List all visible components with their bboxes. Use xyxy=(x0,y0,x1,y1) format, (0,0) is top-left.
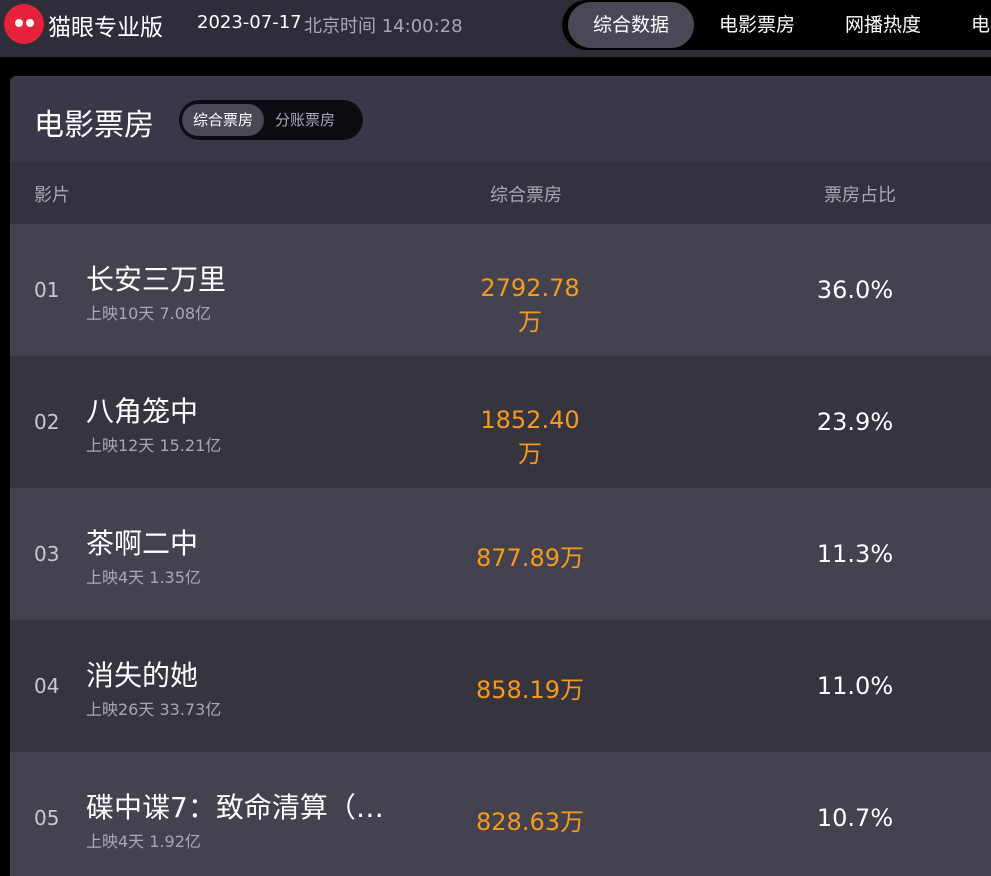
nav-more[interactable]: 电 xyxy=(971,14,991,36)
film-name: 碟中谍7：致命清算（… xyxy=(86,791,384,824)
film-info: 上映10天 7.08亿 xyxy=(86,304,212,323)
film-info: 上映4天 1.35亿 xyxy=(86,568,201,587)
nav-web-heat[interactable]: 网播热度 xyxy=(845,14,922,36)
date: 2023-07-17 xyxy=(197,12,302,33)
film-info: 上映12天 15.21亿 xyxy=(86,436,222,455)
table-header: 影片 综合票房 票房占比 xyxy=(10,162,991,224)
top-header: 猫眼专业版 2023-07-17 北京时间 14:00:28 综合数据 电影票房… xyxy=(0,0,991,57)
column-share[interactable]: 票房占比 xyxy=(824,185,896,206)
panel-title: 电影票房 xyxy=(34,108,154,143)
table-row[interactable]: 01 长安三万里上映10天 7.08亿 2792.78万 36.0% xyxy=(10,224,991,356)
toggle-total-box-office[interactable]: 综合票房 xyxy=(182,104,265,136)
column-film: 影片 xyxy=(34,185,70,206)
box-office-share: 10.7% xyxy=(816,804,894,832)
box-office: 1852.40万 xyxy=(480,406,580,468)
column-box-office[interactable]: 综合票房 xyxy=(490,185,562,206)
box-office-share: 11.0% xyxy=(816,672,894,700)
rank: 02 xyxy=(34,410,60,434)
top-nav: 综合数据 电影票房 网播热度 电 xyxy=(562,0,991,50)
film-name: 八角笼中 xyxy=(86,395,199,428)
film-info: 上映4天 1.92亿 xyxy=(86,832,201,851)
toggle-split-box-office[interactable]: 分账票房 xyxy=(275,111,336,129)
box-office: 828.63万 xyxy=(476,808,584,836)
nav-movie-box-office[interactable]: 电影票房 xyxy=(719,14,796,36)
rank: 04 xyxy=(34,674,60,698)
table-row[interactable]: 04 消失的她上映26天 33.73亿 858.19万 11.0% xyxy=(10,620,991,752)
film-info: 上映26天 33.73亿 xyxy=(86,700,222,719)
film-name: 茶啊二中 xyxy=(86,527,199,560)
film-name: 消失的她 xyxy=(86,659,199,692)
box-office: 2792.78万 xyxy=(480,274,580,336)
maoyan-logo-icon xyxy=(4,4,44,44)
brand-name: 猫眼专业版 xyxy=(48,15,163,41)
table-row[interactable]: 05 碟中谍7：致命清算（… 上映4天 1.92亿 828.63万 10.7% xyxy=(10,752,991,876)
film-name: 长安三万里 xyxy=(86,263,227,296)
box-office-type-toggle: 综合票房 分账票房 xyxy=(179,100,363,140)
beijing-time: 北京时间 14:00:28 xyxy=(304,16,463,37)
box-office-share: 23.9% xyxy=(816,408,894,436)
box-office: 858.19万 xyxy=(476,676,584,704)
box-office-share: 36.0% xyxy=(816,276,894,304)
box-office: 877.89万 xyxy=(476,544,584,572)
box-office-share: 11.3% xyxy=(816,540,894,568)
rank: 01 xyxy=(34,278,60,302)
rank: 05 xyxy=(34,806,60,830)
table-row[interactable]: 02 八角笼中上映12天 15.21亿 1852.40万 23.9% xyxy=(10,356,991,488)
rank: 03 xyxy=(34,542,60,566)
box-office-panel: 电影票房 综合票房 分账票房 影片 综合票房 票房占比 01 长安三万里上映10天… xyxy=(10,76,991,876)
table-row[interactable]: 03 茶啊二中上映4天 1.35亿 877.89万 11.3% xyxy=(10,488,991,620)
nav-overview[interactable]: 综合数据 xyxy=(568,2,695,48)
